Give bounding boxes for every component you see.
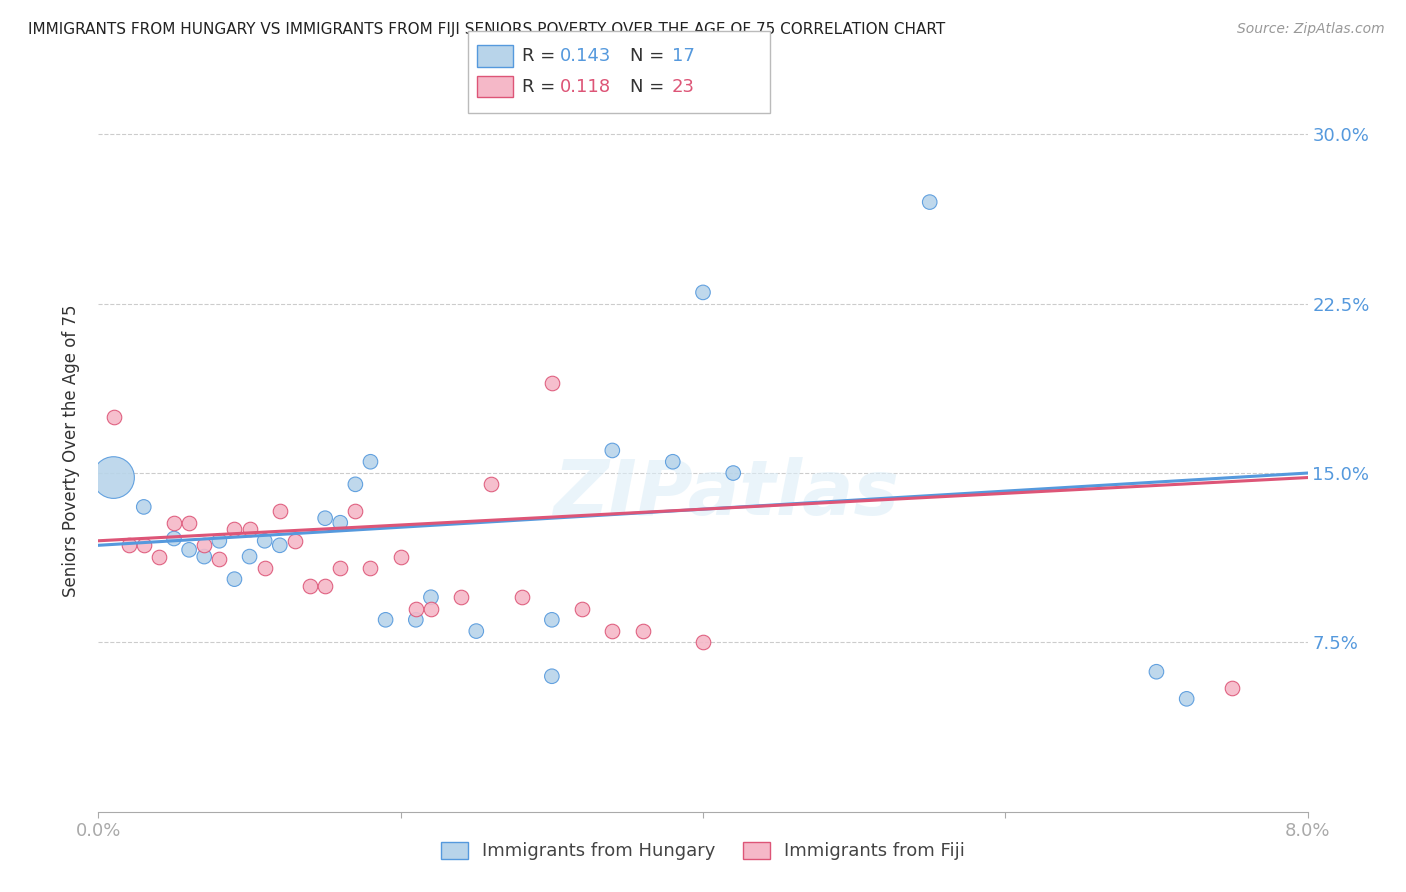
Text: 23: 23 [672, 78, 695, 95]
Point [148, 549, 170, 564]
Y-axis label: Seniors Poverty Over the Age of 75: Seniors Poverty Over the Age of 75 [62, 304, 80, 597]
Point [269, 538, 291, 552]
Point [103, 470, 125, 484]
Point [540, 613, 562, 627]
Point [602, 443, 624, 458]
Point [1220, 681, 1243, 695]
Point [481, 477, 503, 491]
Point [132, 500, 155, 514]
Point [329, 516, 352, 530]
Point [224, 572, 246, 586]
Text: IMMIGRANTS FROM HUNGARY VS IMMIGRANTS FROM FIJI SENIORS POVERTY OVER THE AGE OF : IMMIGRANTS FROM HUNGARY VS IMMIGRANTS FR… [28, 22, 945, 37]
Point [571, 601, 593, 615]
Point [1146, 665, 1168, 679]
Legend: Immigrants from Hungary, Immigrants from Fiji: Immigrants from Hungary, Immigrants from… [433, 835, 973, 868]
Point [374, 613, 396, 627]
Point [208, 533, 231, 548]
Point [405, 613, 427, 627]
Point [163, 532, 186, 546]
Point [179, 516, 201, 530]
Point [314, 511, 336, 525]
Point [405, 601, 427, 615]
Point [918, 195, 941, 210]
Point [132, 538, 155, 552]
Point [692, 635, 714, 649]
Text: Source: ZipAtlas.com: Source: ZipAtlas.com [1237, 22, 1385, 37]
Text: 17: 17 [672, 47, 695, 65]
Text: R =: R = [522, 47, 561, 65]
Point [420, 591, 443, 605]
Point [602, 624, 624, 639]
Text: 0.143: 0.143 [560, 47, 612, 65]
Point [269, 504, 291, 518]
Text: 0.118: 0.118 [560, 78, 610, 95]
Point [239, 523, 262, 537]
Point [360, 455, 382, 469]
Text: R =: R = [522, 78, 561, 95]
Point [723, 466, 745, 480]
Text: N =: N = [630, 47, 669, 65]
Point [661, 455, 683, 469]
Point [103, 409, 125, 424]
Point [692, 285, 714, 300]
Point [631, 624, 654, 639]
Point [1175, 691, 1198, 706]
Point [540, 376, 562, 390]
Point [163, 516, 186, 530]
Point [465, 624, 488, 639]
Point [253, 533, 276, 548]
Point [344, 477, 367, 491]
Point [299, 579, 322, 593]
Point [253, 561, 276, 575]
Point [208, 551, 231, 566]
Point [360, 561, 382, 575]
Point [193, 538, 215, 552]
Point [510, 591, 533, 605]
Point [329, 561, 352, 575]
Point [450, 591, 472, 605]
Point [179, 542, 201, 557]
Point [540, 669, 562, 683]
Point [239, 549, 262, 564]
Point [389, 549, 412, 564]
Point [224, 523, 246, 537]
Point [284, 533, 307, 548]
Point [314, 579, 336, 593]
Text: ZIPatlas: ZIPatlas [554, 457, 900, 531]
Text: N =: N = [630, 78, 669, 95]
Point [193, 549, 215, 564]
Point [420, 601, 443, 615]
Point [344, 504, 367, 518]
Point [118, 538, 141, 552]
